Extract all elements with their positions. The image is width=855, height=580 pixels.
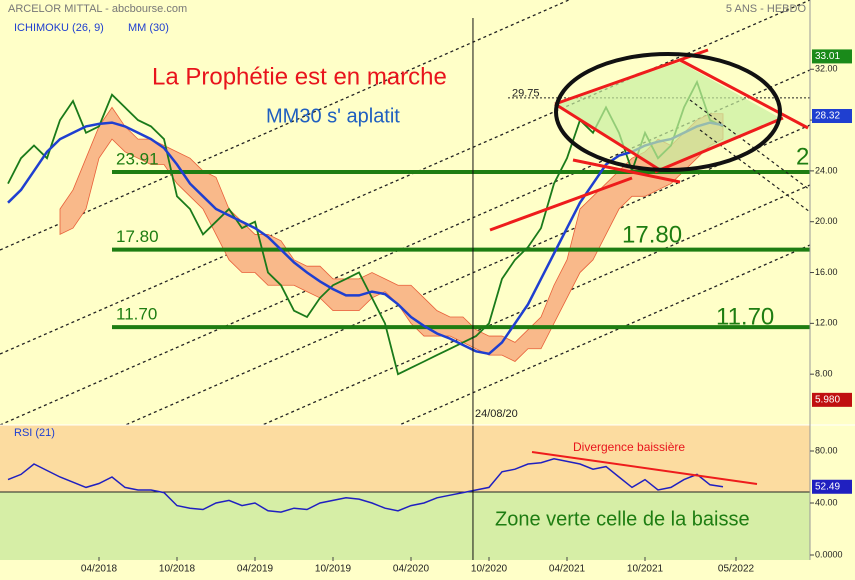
trend-line bbox=[489, 176, 633, 232]
level-label: 23.91 bbox=[116, 150, 159, 169]
trend-line bbox=[572, 158, 681, 184]
annotation: 17.80 bbox=[622, 221, 682, 248]
event-label: 24/08/20 bbox=[475, 408, 518, 420]
y-tick-label: 24.00 bbox=[815, 165, 838, 175]
legend-entry: MM (30) bbox=[128, 22, 169, 34]
trend-line bbox=[554, 102, 661, 172]
trend-line bbox=[679, 58, 809, 130]
y-tick-label: 20.00 bbox=[815, 216, 838, 226]
page-title: ARCELOR MITTAL - abcbourse.com bbox=[8, 3, 187, 15]
annotation: MM30 s' aplatit bbox=[266, 105, 400, 127]
annotation: Zone verte celle de la baisse bbox=[495, 508, 750, 530]
price-tag bbox=[812, 109, 852, 124]
x-tick-label: 10/2018 bbox=[159, 564, 196, 575]
pattern-drawing bbox=[489, 48, 811, 232]
dashed-line bbox=[699, 129, 811, 213]
price-tag-label: 33.01 bbox=[815, 51, 840, 62]
y-tick-label: 12.00 bbox=[815, 318, 838, 328]
level-label: 11.70 bbox=[116, 305, 157, 324]
x-tick-label: 10/2019 bbox=[315, 564, 352, 575]
x-tick-label: 05/2022 bbox=[718, 564, 755, 575]
trend-line bbox=[554, 48, 709, 106]
price-tag-label: 28.32 bbox=[815, 111, 840, 122]
panel-title: RSI (21) bbox=[14, 427, 55, 439]
price-tag-label: 5.980 bbox=[815, 394, 840, 405]
dotted-level-label: 29.75 bbox=[512, 88, 540, 100]
trend-line bbox=[654, 116, 784, 174]
y-tick-label: 80.00 bbox=[815, 445, 838, 455]
ellipse bbox=[554, 52, 782, 172]
level-label: 17.80 bbox=[116, 227, 159, 246]
annotation: 2 bbox=[796, 143, 809, 170]
x-tick-label: 04/2018 bbox=[81, 564, 118, 575]
period: 5 ANS - HEBDO bbox=[726, 3, 807, 15]
price-tag bbox=[812, 392, 852, 407]
y-tick-label: 16.00 bbox=[815, 267, 838, 277]
divergence-line bbox=[531, 451, 758, 485]
annotation: 11.70 bbox=[716, 303, 774, 330]
price-tag bbox=[812, 49, 852, 64]
x-tick-label: 10/2021 bbox=[627, 564, 664, 575]
rsi-line bbox=[7, 458, 724, 513]
price-tag-label: 52.49 bbox=[815, 481, 840, 492]
rsi-zone-low bbox=[0, 491, 810, 560]
annotation: La Prophétie est en marche bbox=[152, 63, 447, 90]
x-tick-label: 04/2019 bbox=[237, 564, 274, 575]
annotation: Divergence baissière bbox=[573, 440, 685, 454]
y-tick-label: 40.00 bbox=[815, 497, 838, 507]
x-tick-label: 10/2020 bbox=[471, 564, 508, 575]
price-tag bbox=[812, 479, 852, 494]
legend-entry: ICHIMOKU (26, 9) bbox=[14, 22, 104, 34]
rsi-zone-high bbox=[0, 425, 810, 492]
y-tick-label: 32.00 bbox=[815, 64, 838, 74]
y-tick-label: 0.0000 bbox=[815, 549, 843, 559]
pattern-fill bbox=[555, 62, 780, 170]
x-tick-label: 04/2020 bbox=[393, 564, 430, 575]
x-tick-label: 04/2021 bbox=[549, 564, 586, 575]
y-tick-label: 8.00 bbox=[815, 369, 833, 379]
dashed-line bbox=[689, 99, 811, 191]
